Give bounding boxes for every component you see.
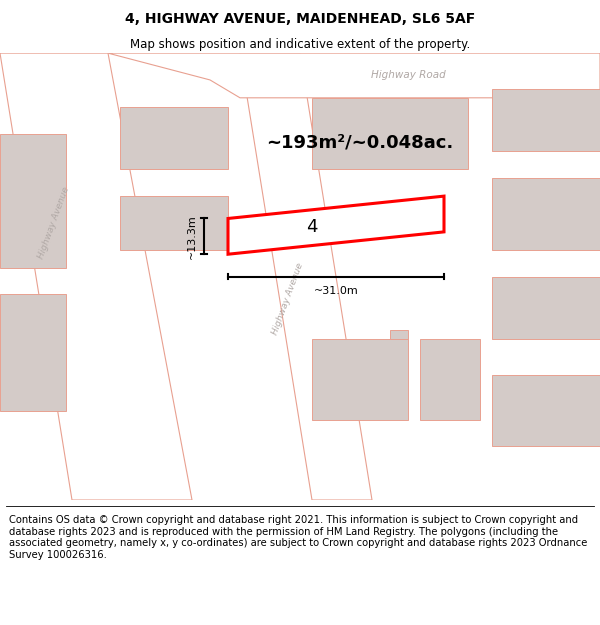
Text: ~193m²/~0.048ac.: ~193m²/~0.048ac. xyxy=(266,134,454,151)
Polygon shape xyxy=(492,89,600,151)
Polygon shape xyxy=(492,375,600,446)
Polygon shape xyxy=(420,339,480,419)
Polygon shape xyxy=(0,134,66,268)
Polygon shape xyxy=(390,330,408,339)
Polygon shape xyxy=(240,53,372,500)
Text: ~31.0m: ~31.0m xyxy=(314,286,358,296)
Polygon shape xyxy=(108,53,600,98)
Text: Highway Avenue: Highway Avenue xyxy=(37,186,71,260)
Polygon shape xyxy=(120,196,228,250)
Polygon shape xyxy=(0,294,66,411)
Text: Map shows position and indicative extent of the property.: Map shows position and indicative extent… xyxy=(130,38,470,51)
Polygon shape xyxy=(312,339,408,419)
Text: Highway Avenue: Highway Avenue xyxy=(271,262,305,336)
Polygon shape xyxy=(312,98,468,169)
Text: 4, HIGHWAY AVENUE, MAIDENHEAD, SL6 5AF: 4, HIGHWAY AVENUE, MAIDENHEAD, SL6 5AF xyxy=(125,12,475,26)
Text: Highway Road: Highway Road xyxy=(371,71,445,81)
Polygon shape xyxy=(492,276,600,339)
Text: Contains OS data © Crown copyright and database right 2021. This information is : Contains OS data © Crown copyright and d… xyxy=(9,515,587,560)
Text: ~13.3m: ~13.3m xyxy=(187,214,197,259)
Text: 4: 4 xyxy=(306,218,318,236)
Polygon shape xyxy=(0,53,192,500)
Polygon shape xyxy=(228,196,444,254)
Polygon shape xyxy=(492,178,600,250)
Polygon shape xyxy=(120,107,228,169)
